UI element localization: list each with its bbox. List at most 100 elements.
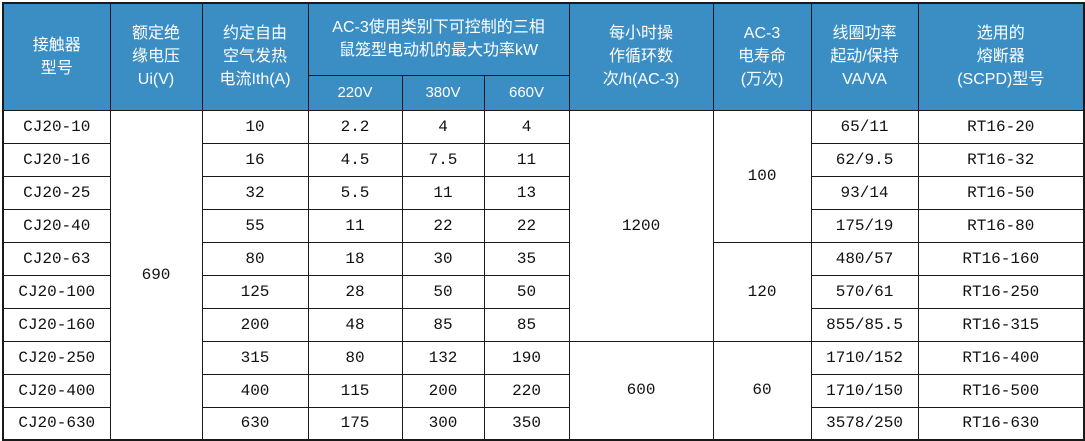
header-insulation-voltage: 额定绝 缘电压 Ui(V) [109,2,203,111]
cell-p220: 115 [307,373,403,408]
cell-model: CJ20-630 [2,406,111,441]
cell-ith: 32 [201,175,309,210]
table-row: CJ20-400 400 115 200 220 1710/150 RT16-5… [2,373,1085,408]
cell-p220: 80 [307,340,403,375]
cell-model: CJ20-250 [2,340,111,375]
cell-coil: 65/11 [810,109,919,144]
cell-p220: 5.5 [307,175,403,210]
header-thermal-current: 约定自由 空气发热 电流Ith(A) [201,2,309,111]
cell-p380: 30 [401,241,485,276]
cell-p660: 190 [483,340,570,375]
table-row: CJ20-10 690 10 2.2 4 4 1200 100 65/11 RT… [2,109,1085,441]
cell-p660: 11 [483,142,570,177]
cell-fuse: RT16-80 [917,208,1085,243]
header-row-main: 接触器 型号 额定绝 缘电压 Ui(V) 约定自由 空气发热 电流Ith(A) … [2,2,1085,111]
cell-p380: 200 [401,373,485,408]
cell-p660: 85 [483,307,570,342]
header-row-sub: 220V 380V 660V [3,74,1084,111]
cell-p660: 4 [483,109,570,144]
header-ac3-max-power: AC-3使用类别下可控制的三相 鼠笼型电动机的最大功率kW [307,2,570,76]
header-cycles-per-hour: 每小时操 作循环数 次/h(AC-3) [568,2,714,111]
cell-p660: 22 [483,208,570,243]
cell-ith: 80 [201,241,309,276]
cell-ith: 400 [201,373,309,408]
cell-p380: 4 [401,109,485,144]
cell-coil: 62/9.5 [810,142,919,177]
cell-p380: 132 [401,340,485,375]
cell-model: CJ20-40 [2,208,111,243]
cell-p220: 28 [307,274,403,309]
cell-fuse: RT16-250 [917,274,1085,309]
cell-model: CJ20-100 [2,274,111,309]
cell-model: CJ20-160 [2,307,111,342]
cell-coil: 1710/150 [810,373,919,408]
cell-coil: 570/61 [810,274,919,309]
cell-fuse: RT16-315 [917,307,1085,342]
cell-ith: 125 [201,274,309,309]
cell-insulation-690: 690 [109,109,203,441]
header-660v: 660V [483,74,570,111]
cell-p660: 220 [483,373,570,408]
cell-p380: 50 [401,274,485,309]
table-header: 接触器 型号 额定绝 缘电压 Ui(V) 约定自由 空气发热 电流Ith(A) … [2,2,1085,111]
cell-model: CJ20-25 [2,175,111,210]
table-row: CJ20-16 16 4.5 7.5 11 62/9.5 RT16-32 [2,142,1085,177]
table-row: CJ20-63 80 18 30 35 120 480/57 RT16-160 [2,241,1085,342]
cell-p220: 11 [307,208,403,243]
cell-fuse: RT16-20 [917,109,1085,144]
cell-coil: 1710/152 [810,340,919,375]
cell-coil: 3578/250 [810,406,919,441]
cell-ith: 10 [201,109,309,144]
cell-p380: 11 [401,175,485,210]
cell-p660: 350 [483,406,570,441]
cell-coil: 175/19 [810,208,919,243]
table-row: CJ20-40 55 11 22 22 175/19 RT16-80 [2,208,1085,243]
cell-ith: 630 [201,406,309,441]
header-coil-power: 线圈功率 起动/保持 VA/VA [810,2,919,111]
cell-coil: 480/57 [810,241,919,276]
cell-p220: 2.2 [307,109,403,144]
cell-p660: 13 [483,175,570,210]
cell-model: CJ20-16 [2,142,111,177]
table-row: CJ20-630 630 175 300 350 3578/250 RT16-6… [2,406,1085,441]
cell-model: CJ20-10 [2,109,111,144]
header-380v: 380V [401,74,485,111]
header-220v: 220V [307,74,403,111]
cell-fuse: RT16-50 [917,175,1085,210]
table-row: CJ20-25 32 5.5 11 13 93/14 RT16-50 [2,175,1085,210]
table-body: CJ20-10 690 10 2.2 4 4 1200 100 65/11 RT… [2,109,1085,441]
cell-life-120: 120 [712,241,812,342]
cell-p220: 4.5 [307,142,403,177]
cell-ith: 16 [201,142,309,177]
table-row: CJ20-160 200 48 85 85 855/85.5 RT16-315 [2,307,1085,342]
cell-ith: 315 [201,340,309,375]
cell-ith: 55 [201,208,309,243]
cell-model: CJ20-63 [2,241,111,276]
cell-coil: 93/14 [810,175,919,210]
header-fuse-model: 选用的 熔断器 (SCPD)型号 [917,2,1085,111]
cell-p380: 300 [401,406,485,441]
cell-p380: 7.5 [401,142,485,177]
cell-p220: 175 [307,406,403,441]
cell-fuse: RT16-400 [917,340,1085,375]
table-row: CJ20-100 125 28 50 50 570/61 RT16-250 [2,274,1085,309]
cell-model: CJ20-400 [2,373,111,408]
cell-fuse: RT16-630 [917,406,1085,441]
cell-life-100: 100 [712,109,812,243]
cell-p660: 35 [483,241,570,276]
cell-p380: 22 [401,208,485,243]
cell-coil: 855/85.5 [810,307,919,342]
cell-fuse: RT16-32 [917,142,1085,177]
cell-cycles-1200: 1200 [568,109,714,342]
header-contactor-model: 接触器 型号 [2,2,111,111]
cell-p660: 50 [483,274,570,309]
cell-ith: 200 [201,307,309,342]
cell-p220: 48 [307,307,403,342]
table-row: CJ20-250 315 80 132 190 600 60 1710/152 … [2,340,1085,441]
header-electrical-life: AC-3 电寿命 (万次) [712,2,812,111]
cell-cycles-600: 600 [568,340,714,441]
cell-fuse: RT16-500 [917,373,1085,408]
cell-life-60: 60 [712,340,812,441]
